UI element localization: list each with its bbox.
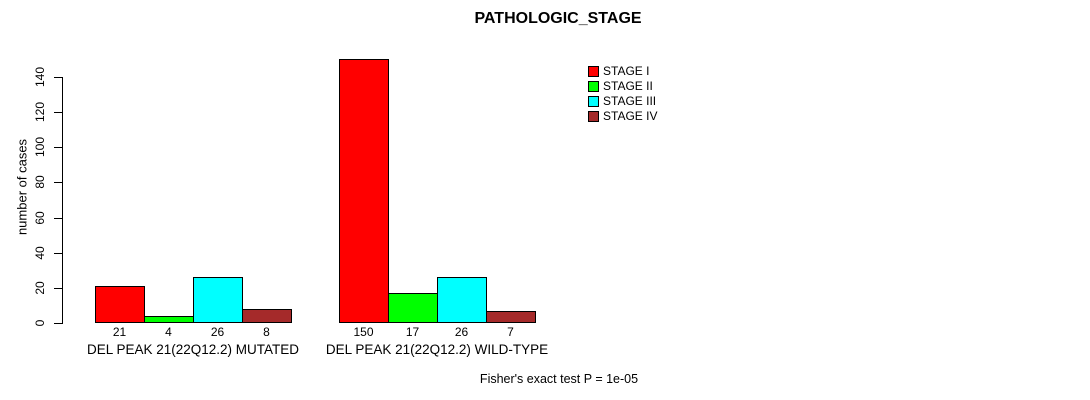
bar-stage-i (95, 286, 145, 323)
bar-value-label: 26 (454, 325, 469, 339)
y-tick-label: 60 (33, 211, 47, 225)
y-tick-label: 100 (33, 136, 47, 158)
legend-swatch (588, 96, 599, 107)
x-group-label: DEL PEAK 21(22Q12.2) MUTATED (86, 342, 300, 357)
bar-stage-i (339, 59, 389, 323)
bar-value-label: 7 (507, 325, 514, 339)
fisher-test-annotation: Fisher's exact test P = 1e-05 (479, 372, 639, 386)
legend-swatch (588, 66, 599, 77)
x-group-label: DEL PEAK 21(22Q12.2) WILD-TYPE (325, 342, 549, 357)
y-tick-mark (54, 218, 62, 219)
y-axis-label: number of cases (14, 138, 30, 236)
legend: STAGE I STAGE II STAGE III STAGE IV (588, 64, 658, 123)
y-tick-mark (54, 77, 62, 78)
bar-value-label: 26 (210, 325, 225, 339)
y-tick-label: 0 (33, 319, 47, 327)
y-tick-mark (54, 323, 62, 324)
bar-value-label: 8 (263, 325, 270, 339)
chart-title: PATHOLOGIC_STAGE (474, 10, 642, 27)
legend-item: STAGE IV (588, 109, 658, 123)
y-tick-label: 20 (33, 281, 47, 295)
bar-stage-iii (437, 277, 487, 323)
bar-stage-iii (193, 277, 243, 323)
y-tick-mark (54, 182, 62, 183)
bar-stage-ii (144, 316, 194, 323)
legend-label: STAGE IV (603, 109, 658, 123)
legend-swatch (588, 81, 599, 92)
y-tick-mark (54, 253, 62, 254)
bar-value-label: 21 (112, 325, 127, 339)
y-tick-mark (54, 112, 62, 113)
legend-swatch (588, 111, 599, 122)
y-tick-label: 80 (33, 175, 47, 189)
bar-value-label: 4 (165, 325, 172, 339)
legend-label: STAGE II (603, 79, 653, 93)
legend-item: STAGE III (588, 94, 657, 108)
legend-item: STAGE II (588, 79, 657, 93)
bar-stage-ii (388, 293, 438, 323)
bar-value-label: 17 (405, 325, 420, 339)
y-tick-label: 120 (33, 101, 47, 123)
y-tick-label: 40 (33, 246, 47, 260)
bar-stage-iv (242, 309, 292, 323)
y-tick-mark (54, 147, 62, 148)
bar-value-label: 150 (353, 325, 374, 339)
bar-stage-iv (486, 311, 536, 323)
legend-label: STAGE I (603, 64, 650, 78)
y-tick-mark (54, 288, 62, 289)
y-axis-line (62, 77, 63, 324)
y-tick-label: 140 (33, 66, 47, 88)
legend-label: STAGE III (603, 94, 657, 108)
legend-item: STAGE I (588, 64, 657, 78)
